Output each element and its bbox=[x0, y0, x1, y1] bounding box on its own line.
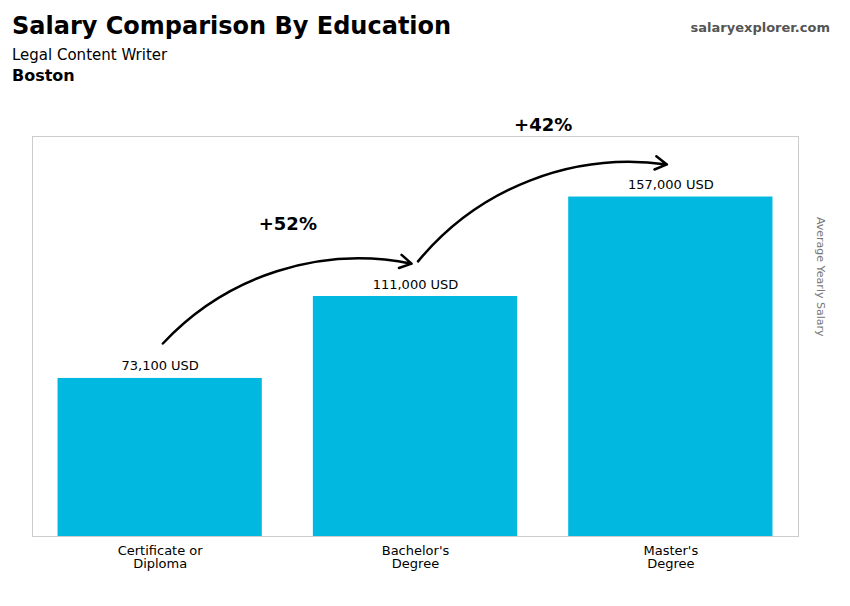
svg-text:157,000 USD: 157,000 USD bbox=[628, 177, 714, 192]
svg-text:111,000 USD: 111,000 USD bbox=[373, 277, 459, 292]
svg-text:73,100 USD: 73,100 USD bbox=[121, 358, 198, 373]
svg-text:Average Yearly Salary: Average Yearly Salary bbox=[814, 217, 827, 337]
html-text:Legal Content Writer: Legal Content Writer bbox=[12, 46, 168, 64]
svg-text:Certificate orDiploma: Certificate orDiploma bbox=[118, 543, 204, 571]
svg-text:Master'sDegree: Master'sDegree bbox=[643, 543, 698, 571]
svg-text:+52%: +52% bbox=[259, 213, 317, 234]
html-text:salaryexplorer.com: salaryexplorer.com bbox=[690, 20, 830, 35]
html-text:Salary Comparison By Education: Salary Comparison By Education bbox=[12, 12, 452, 40]
svg-text:+42%: +42% bbox=[514, 116, 572, 135]
html-text:Boston: Boston bbox=[12, 66, 75, 85]
svg-text:Bachelor'sDegree: Bachelor'sDegree bbox=[382, 543, 450, 571]
